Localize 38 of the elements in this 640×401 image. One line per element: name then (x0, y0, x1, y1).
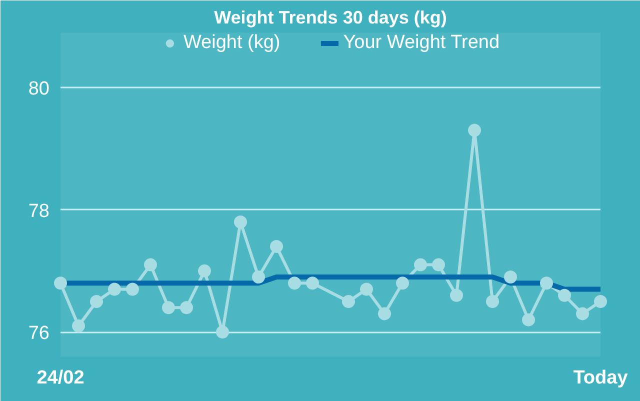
point (486, 294, 499, 308)
legend-label: Your Weight Trend (343, 32, 500, 54)
point (594, 294, 607, 308)
point (54, 276, 67, 290)
point (306, 276, 319, 290)
point (522, 313, 535, 326)
point (432, 258, 445, 272)
point (72, 319, 85, 332)
point (288, 276, 301, 290)
y-tick-label: 80 (28, 78, 50, 100)
point (270, 240, 283, 253)
point (378, 307, 391, 320)
point (108, 282, 121, 296)
point (144, 258, 157, 272)
chart-title: Weight Trends 30 days (kg) (214, 8, 447, 28)
x-tick-label: Today (573, 368, 628, 388)
point (576, 307, 589, 320)
point (360, 282, 373, 296)
point (198, 264, 211, 278)
point (252, 270, 265, 284)
point (234, 216, 247, 228)
point (180, 301, 193, 314)
point (468, 124, 481, 137)
point (504, 270, 517, 284)
point (216, 326, 229, 339)
point (450, 288, 463, 302)
point (414, 258, 427, 272)
y-tick-label: 78 (28, 200, 50, 222)
point (558, 288, 571, 302)
y-tick-label: 76 (28, 323, 50, 344)
point (342, 294, 355, 308)
legend-label: Weight (kg) (183, 32, 280, 54)
point (162, 301, 175, 314)
point (540, 276, 553, 290)
point (90, 294, 103, 308)
point (396, 276, 409, 290)
point (126, 282, 139, 296)
x-tick-label: 24/02 (36, 368, 84, 388)
